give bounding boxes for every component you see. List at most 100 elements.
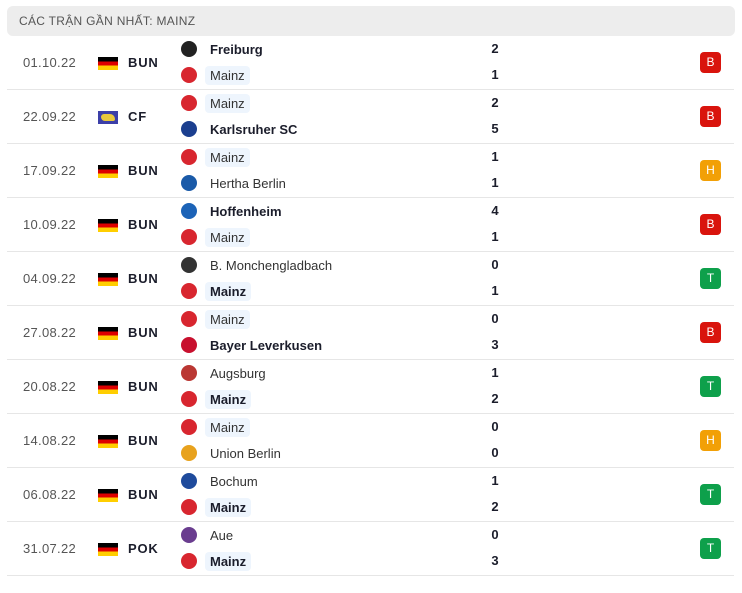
away-team-name: Bayer Leverkusen: [210, 337, 323, 353]
away-score: 5: [491, 121, 499, 136]
away-team-name: Union Berlin: [210, 445, 281, 461]
away-score: 0: [491, 445, 499, 460]
gladbach-logo-icon: [181, 257, 197, 273]
home-team-name: Mainz: [205, 309, 250, 329]
mainz-logo-icon: [181, 149, 197, 165]
home-team[interactable]: Mainz: [181, 146, 250, 168]
competition-label: BUN: [128, 271, 159, 286]
section-title: CÁC TRẬN GẦN NHẤT: MAINZ: [19, 14, 196, 28]
hoffenheim-logo-icon: [181, 203, 197, 219]
mainz-logo-icon: [181, 67, 197, 83]
match-date: 06.08.22: [23, 487, 77, 502]
away-team-name: Mainz: [205, 389, 252, 409]
away-team-name: Mainz: [205, 281, 252, 301]
match-row[interactable]: 31.07.22 POK Aue Mainz 0 3 T: [7, 522, 734, 576]
home-team-name: Mainz: [205, 147, 250, 167]
home-team[interactable]: Augsburg: [181, 362, 271, 384]
home-team-name: Mainz: [205, 417, 250, 437]
home-score: 0: [491, 419, 499, 434]
match-row[interactable]: 17.09.22 BUN Mainz Hertha Berlin 1 1 H: [7, 144, 734, 198]
away-team-name: Mainz: [205, 227, 250, 247]
home-team[interactable]: Freiburg: [181, 38, 268, 60]
match-row[interactable]: 06.08.22 BUN Bochum Mainz 1 2 T: [7, 468, 734, 522]
home-score: 2: [491, 95, 499, 110]
match-date: 22.09.22: [23, 109, 77, 124]
away-team-name: Hertha Berlin: [210, 175, 286, 191]
germany-flag-icon: [98, 327, 118, 340]
match-row[interactable]: 27.08.22 BUN Mainz Bayer Leverkusen 0 3 …: [7, 306, 734, 360]
home-score: 4: [491, 203, 499, 218]
aue-logo-icon: [181, 527, 197, 543]
germany-flag-icon: [98, 381, 118, 394]
home-team[interactable]: Mainz: [181, 416, 250, 438]
away-team-name: Karlsruher SC: [210, 121, 298, 137]
home-team[interactable]: Bochum: [181, 470, 263, 492]
away-score: 1: [491, 67, 499, 82]
germany-flag-icon: [98, 219, 118, 232]
home-team[interactable]: Mainz: [181, 308, 250, 330]
away-score: 3: [491, 337, 499, 352]
away-score: 1: [491, 175, 499, 190]
home-team[interactable]: Mainz: [181, 92, 250, 114]
result-badge: H: [700, 430, 721, 451]
home-team[interactable]: B. Monchengladbach: [181, 254, 337, 276]
away-team[interactable]: Mainz: [181, 496, 252, 518]
match-list: 01.10.22 BUN Freiburg Mainz 2 1 B 22.09.…: [7, 36, 734, 576]
home-score: 1: [491, 149, 499, 164]
away-team[interactable]: Mainz: [181, 550, 252, 572]
mainz-logo-icon: [181, 499, 197, 515]
home-team-name: Hoffenheim: [210, 203, 282, 219]
match-row[interactable]: 01.10.22 BUN Freiburg Mainz 2 1 B: [7, 36, 734, 90]
home-score: 1: [491, 365, 499, 380]
result-badge: T: [700, 538, 721, 559]
home-team-name: Mainz: [205, 93, 250, 113]
home-team[interactable]: Hoffenheim: [181, 200, 287, 222]
germany-flag-icon: [98, 273, 118, 286]
away-team[interactable]: Karlsruher SC: [181, 118, 302, 140]
match-date: 20.08.22: [23, 379, 77, 394]
section-header: CÁC TRẬN GẦN NHẤT: MAINZ: [7, 6, 735, 36]
match-row[interactable]: 14.08.22 BUN Mainz Union Berlin 0 0 H: [7, 414, 734, 468]
result-badge: T: [700, 268, 721, 289]
mainz-logo-icon: [181, 553, 197, 569]
karlsruher-logo-icon: [181, 121, 197, 137]
away-team-name: Mainz: [205, 497, 252, 517]
away-team[interactable]: Bayer Leverkusen: [181, 334, 327, 356]
away-team-name: Mainz: [205, 551, 252, 571]
away-team[interactable]: Mainz: [181, 64, 250, 86]
germany-flag-icon: [98, 57, 118, 70]
away-team[interactable]: Mainz: [181, 388, 252, 410]
match-row[interactable]: 10.09.22 BUN Hoffenheim Mainz 4 1 B: [7, 198, 734, 252]
away-team[interactable]: Mainz: [181, 280, 252, 302]
match-date: 27.08.22: [23, 325, 77, 340]
result-badge: B: [700, 214, 721, 235]
away-team[interactable]: Hertha Berlin: [181, 172, 291, 194]
mainz-logo-icon: [181, 311, 197, 327]
home-score: 0: [491, 257, 499, 272]
competition-label: BUN: [128, 379, 159, 394]
match-row[interactable]: 04.09.22 BUN B. Monchengladbach Mainz 0 …: [7, 252, 734, 306]
bochum-logo-icon: [181, 473, 197, 489]
home-team-name: Bochum: [210, 473, 258, 489]
germany-flag-icon: [98, 489, 118, 502]
match-date: 10.09.22: [23, 217, 77, 232]
germany-flag-icon: [98, 435, 118, 448]
competition-label: POK: [128, 541, 159, 556]
germany-flag-icon: [98, 165, 118, 178]
competition-label: BUN: [128, 55, 159, 70]
away-team[interactable]: Mainz: [181, 226, 250, 248]
competition-label: BUN: [128, 163, 159, 178]
result-badge: B: [700, 322, 721, 343]
home-team[interactable]: Aue: [181, 524, 238, 546]
home-team-name: Augsburg: [210, 365, 266, 381]
match-date: 04.09.22: [23, 271, 77, 286]
competition-label: CF: [128, 109, 147, 124]
home-score: 0: [491, 311, 499, 326]
home-score: 2: [491, 41, 499, 56]
freiburg-logo-icon: [181, 41, 197, 57]
away-team[interactable]: Union Berlin: [181, 442, 286, 464]
match-row[interactable]: 22.09.22 CF Mainz Karlsruher SC 2 5 B: [7, 90, 734, 144]
away-score: 2: [491, 391, 499, 406]
result-badge: T: [700, 376, 721, 397]
match-row[interactable]: 20.08.22 BUN Augsburg Mainz 1 2 T: [7, 360, 734, 414]
